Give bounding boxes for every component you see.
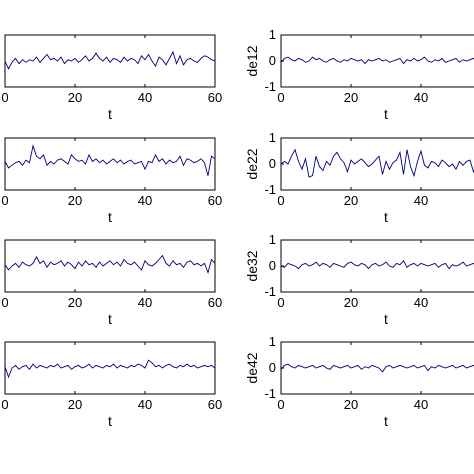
x-tick-label: 0 xyxy=(277,397,284,412)
series-line xyxy=(4,254,216,274)
x-tick-label: 20 xyxy=(68,90,82,105)
y-tick-label: 1 xyxy=(269,232,276,247)
subplot-7: 0 20 40 60 t xyxy=(1,341,222,429)
y-axis-label: de22 xyxy=(244,148,260,179)
y-axis-label: de32 xyxy=(244,250,260,281)
x-tick-label: 20 xyxy=(68,193,82,208)
x-tick-label: 40 xyxy=(138,90,152,105)
series-line xyxy=(280,56,474,65)
x-tick-label: 0 xyxy=(277,193,284,208)
y-tick-label: -1 xyxy=(264,386,276,401)
x-tick-label: 0 xyxy=(277,295,284,310)
axes-box xyxy=(280,239,474,293)
series-line xyxy=(280,148,474,178)
x-tick-label: 40 xyxy=(414,193,428,208)
axes-box xyxy=(4,34,216,88)
subplot-3: 0 20 40 60 t xyxy=(1,137,222,225)
x-tick-label: 20 xyxy=(344,295,358,310)
y-tick-label: 0 xyxy=(269,258,276,273)
series-line xyxy=(4,359,216,379)
subplot-1: 0 20 40 60 t xyxy=(1,34,222,122)
series-line xyxy=(280,260,474,270)
axes-box xyxy=(280,341,474,395)
y-tick-label: 1 xyxy=(269,130,276,145)
y-axis-label: de42 xyxy=(244,352,260,383)
x-tick-label: 0 xyxy=(1,295,8,310)
x-axis-label: t xyxy=(108,209,112,225)
y-tick-label: 0 xyxy=(269,156,276,171)
x-tick-label: 40 xyxy=(138,295,152,310)
x-axis-label: t xyxy=(108,311,112,327)
x-axis-label: t xyxy=(384,311,388,327)
series-line xyxy=(4,144,216,176)
y-tick-label: 1 xyxy=(269,27,276,42)
y-tick-label: -1 xyxy=(264,284,276,299)
x-tick-label: 40 xyxy=(414,397,428,412)
x-tick-label: 40 xyxy=(138,397,152,412)
y-tick-label: 0 xyxy=(269,360,276,375)
x-tick-label: 60 xyxy=(208,397,222,412)
axes-box xyxy=(280,137,474,191)
x-axis-label: t xyxy=(384,209,388,225)
x-tick-label: 0 xyxy=(1,90,8,105)
subplot-5: 0 20 40 60 t xyxy=(1,239,222,327)
axes-box xyxy=(4,239,216,293)
x-axis-label: t xyxy=(384,106,388,122)
y-tick-label: -1 xyxy=(264,79,276,94)
x-tick-label: 60 xyxy=(208,295,222,310)
x-tick-label: 60 xyxy=(208,90,222,105)
x-tick-label: 20 xyxy=(344,193,358,208)
axes-box xyxy=(4,137,216,191)
x-tick-label: 0 xyxy=(1,397,8,412)
x-tick-label: 20 xyxy=(344,90,358,105)
x-tick-label: 40 xyxy=(414,295,428,310)
y-axis-label: de12 xyxy=(244,45,260,76)
y-tick-label: -1 xyxy=(264,182,276,197)
x-tick-label: 0 xyxy=(277,90,284,105)
series-line xyxy=(280,363,474,373)
x-tick-label: 0 xyxy=(1,193,8,208)
x-axis-label: t xyxy=(108,106,112,122)
y-tick-label: 1 xyxy=(269,334,276,349)
x-tick-label: 40 xyxy=(414,90,428,105)
axes-box xyxy=(280,34,474,88)
x-tick-label: 20 xyxy=(344,397,358,412)
x-axis-label: t xyxy=(384,413,388,429)
y-tick-label: 0 xyxy=(269,53,276,68)
x-tick-label: 60 xyxy=(208,193,222,208)
x-tick-label: 20 xyxy=(68,295,82,310)
x-axis-label: t xyxy=(108,413,112,429)
x-tick-label: 20 xyxy=(68,397,82,412)
x-tick-label: 40 xyxy=(138,193,152,208)
series-line xyxy=(4,50,216,70)
